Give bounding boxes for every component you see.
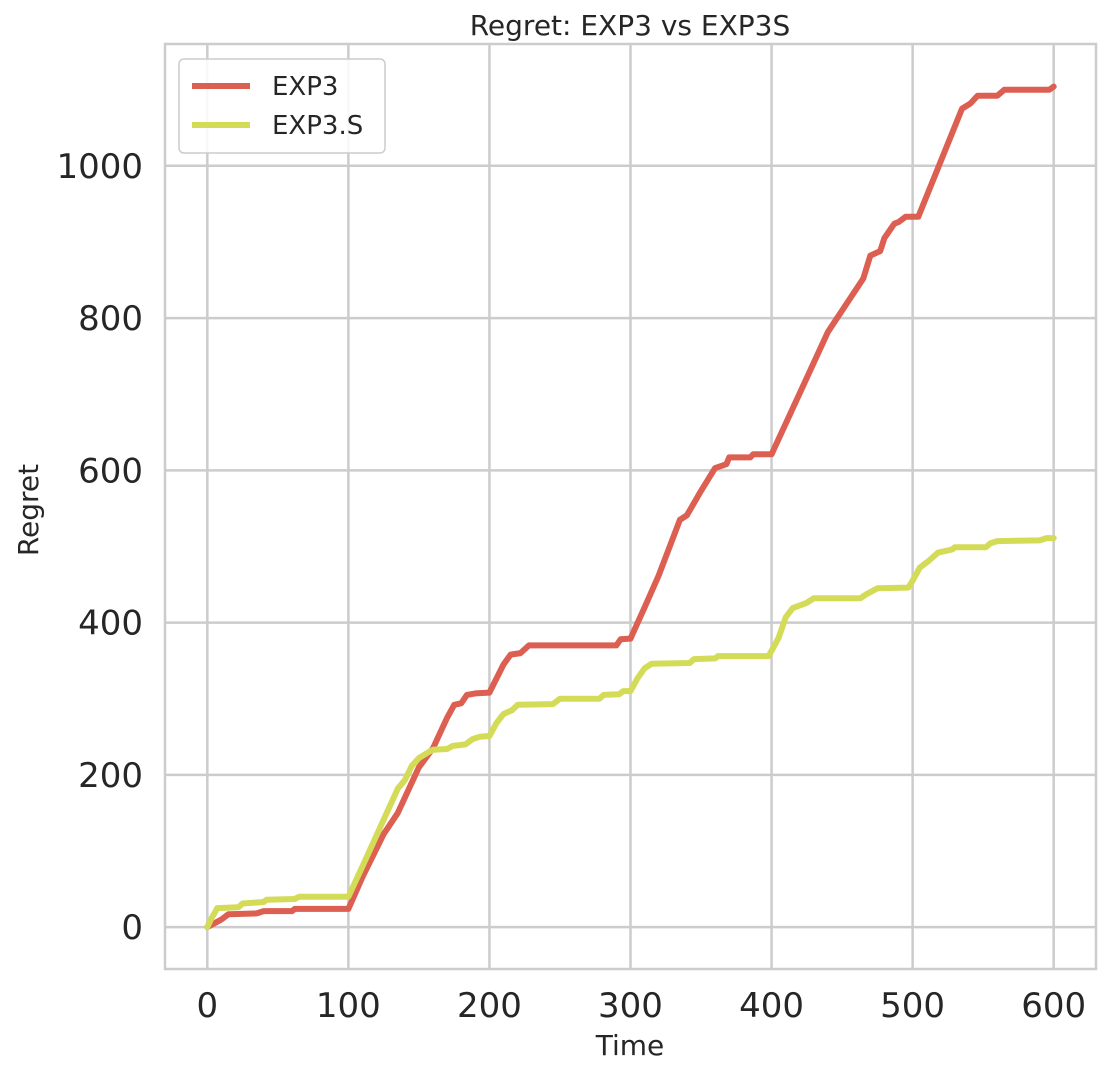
- x-tick-label-500: 500: [880, 986, 945, 1026]
- x-tick-label-600: 600: [1021, 986, 1086, 1026]
- x-axis-label: Time: [595, 1029, 665, 1062]
- plot-frame: [163, 42, 1098, 971]
- y-tick-label-200: 200: [78, 756, 143, 796]
- y-tick-label-800: 800: [78, 299, 143, 339]
- x-tick-label-0: 0: [196, 986, 218, 1026]
- legend-label-exp3s: EXP3.S: [272, 111, 363, 141]
- y-tick-label-0: 0: [121, 908, 143, 948]
- chart-title: Regret: EXP3 vs EXP3S: [470, 9, 791, 42]
- y-axis-label: Regret: [12, 464, 45, 556]
- legend: EXP3 EXP3.S: [178, 58, 386, 154]
- x-tick-label-100: 100: [316, 986, 381, 1026]
- legend-label-exp3: EXP3: [272, 72, 338, 102]
- y-tick-label-1000: 1000: [56, 147, 143, 187]
- x-tick-labels: 0 100 200 300 400 500 600: [196, 986, 1086, 1026]
- series-line-exp3: [204, 83, 1057, 931]
- series-layer: [204, 83, 1057, 931]
- y-tick-labels: 0 200 400 600 800 1000: [56, 147, 143, 948]
- grid-lines: [165, 44, 1096, 969]
- x-tick-label-400: 400: [739, 986, 804, 1026]
- x-tick-label-200: 200: [457, 986, 522, 1026]
- x-tick-label-300: 300: [598, 986, 663, 1026]
- series-line-exp3s: [204, 535, 1057, 931]
- legend-box: [178, 58, 386, 154]
- y-tick-label-400: 400: [78, 604, 143, 644]
- y-tick-label-600: 600: [78, 451, 143, 491]
